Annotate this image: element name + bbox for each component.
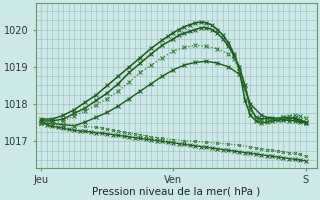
X-axis label: Pression niveau de la mer( hPa ): Pression niveau de la mer( hPa )	[92, 187, 260, 197]
